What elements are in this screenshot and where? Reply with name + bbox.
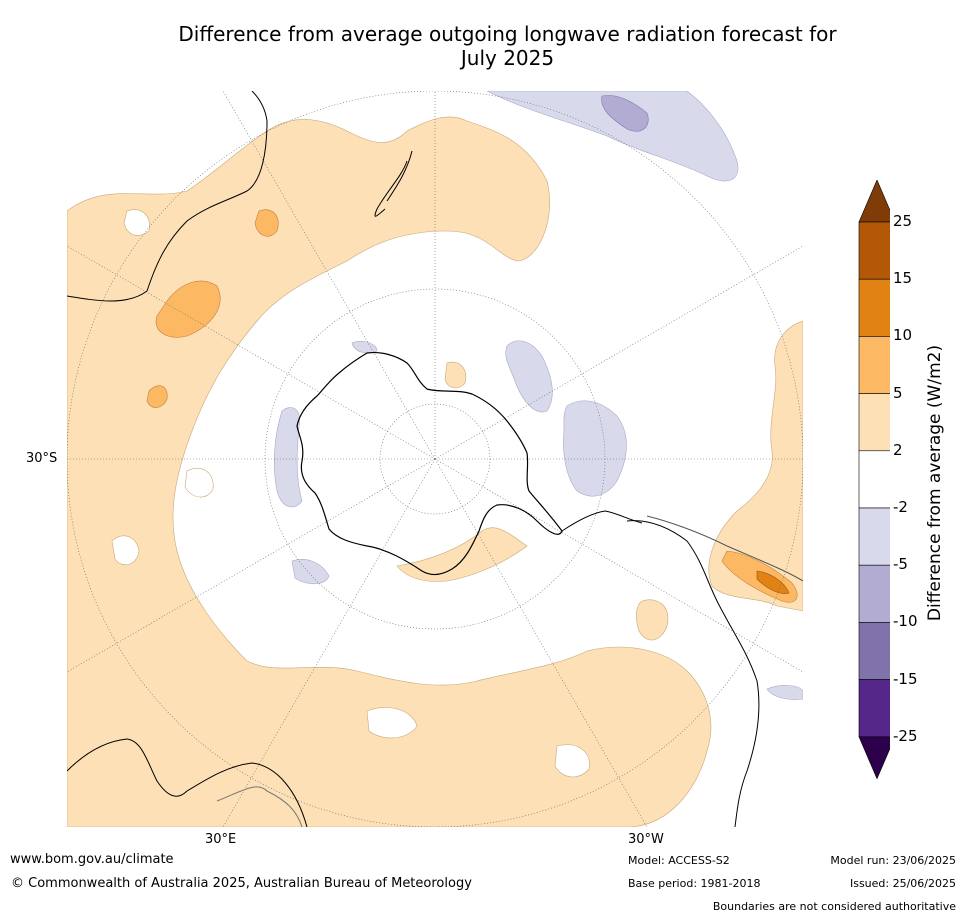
australia-coastline: [67, 91, 268, 302]
footer-copyright: © Commonwealth of Australia 2025, Austra…: [11, 876, 472, 891]
colorbar-segment: [858, 221, 890, 280]
colorbar: [858, 180, 890, 780]
antarctic-peninsula: [561, 510, 643, 532]
anomaly-region-moderate-north: [601, 95, 649, 132]
south-america-border: [646, 515, 803, 582]
africa-border: [216, 786, 303, 827]
anomaly-region-positive-east: [708, 320, 803, 612]
colorbar-segment: [858, 393, 890, 452]
colorbar-extend-max: [858, 180, 890, 223]
neutral-gap-1: [111, 535, 140, 566]
anomaly-region-positive-small: [636, 599, 669, 641]
colorbar-tick-label: 15: [893, 269, 913, 288]
colorbar-segment: [858, 507, 890, 566]
anomaly-region-negative-east-1: [505, 340, 553, 413]
footer-model: Model: ACCESS-S2: [628, 854, 730, 867]
lat-label-30s: 30°S: [26, 451, 58, 466]
colorbar-extend-min: [858, 736, 890, 780]
colorbar-title: Difference from average (W/m2): [925, 344, 945, 622]
colorbar-tick-label: -10: [893, 612, 918, 631]
footer-base-period: Base period: 1981-2018: [628, 877, 761, 890]
neutral-gap-2: [184, 467, 214, 498]
anomaly-region-strong-small: [146, 385, 168, 408]
south-america-coastline: [626, 520, 760, 827]
colorbar-tick-label: 10: [893, 326, 913, 345]
anomaly-region-positive-south: [396, 527, 528, 582]
lon-label-30e: 30°E: [205, 832, 237, 847]
colorbar-segment: [858, 450, 890, 509]
title-line-2: July 2025: [460, 46, 555, 70]
anomaly-region-strong-west: [155, 280, 221, 338]
colorbar-tick-label: -2: [893, 498, 908, 516]
colorbar-tick-label: -15: [893, 669, 918, 688]
colorbar-segment: [858, 336, 890, 394]
anomaly-region-positive: [67, 116, 712, 827]
colorbar-segment: [858, 622, 890, 680]
anomaly-region-negative-north: [486, 91, 739, 182]
footer-issued: Issued: 25/06/2025: [849, 877, 956, 890]
anomaly-region-negative-far-east: [766, 685, 803, 700]
title-line-1: Difference from average outgoing longwav…: [178, 22, 837, 46]
footer-model-run: Model run: 23/06/2025: [830, 854, 956, 867]
anomaly-region-negative-west-1: [273, 407, 303, 508]
colorbar-tick-label: 5: [893, 383, 903, 402]
lon-label-30w: 30°W: [628, 832, 664, 847]
neutral-gap-3: [366, 707, 418, 739]
neutral-gap-5: [123, 209, 150, 236]
footer-url: www.bom.gov.au/climate: [10, 852, 174, 867]
anomaly-region-negative-west-2: [291, 559, 330, 585]
anomaly-region-very-strong-east: [756, 570, 790, 594]
colorbar-segment: [858, 564, 890, 623]
colorbar-tick-label: 2: [893, 440, 903, 459]
map-title: Difference from average outgoing longwav…: [70, 22, 945, 70]
neutral-gap-4: [554, 744, 590, 778]
anomaly-region-negative-top: [351, 341, 378, 354]
anomaly-region-positive-small-2: [444, 361, 467, 389]
colorbar-segment: [858, 278, 890, 337]
colorbar-segment: [858, 679, 890, 738]
antarctica-coastline: [296, 351, 563, 576]
africa-coastline: [67, 738, 308, 827]
colorbar-tick-label: -5: [893, 555, 908, 574]
colorbar-tick-label: -25: [893, 726, 918, 745]
anomaly-region-strong-small-2: [254, 209, 279, 237]
polar-map: [67, 91, 803, 827]
footer-disclaimer: Boundaries are not considered authoritat…: [712, 900, 956, 913]
anomaly-region-negative-east-2: [563, 400, 627, 497]
new-zealand-coastline: [374, 150, 413, 217]
colorbar-tick-label: 25: [893, 212, 913, 230]
graticule-meridians: [67, 91, 803, 827]
